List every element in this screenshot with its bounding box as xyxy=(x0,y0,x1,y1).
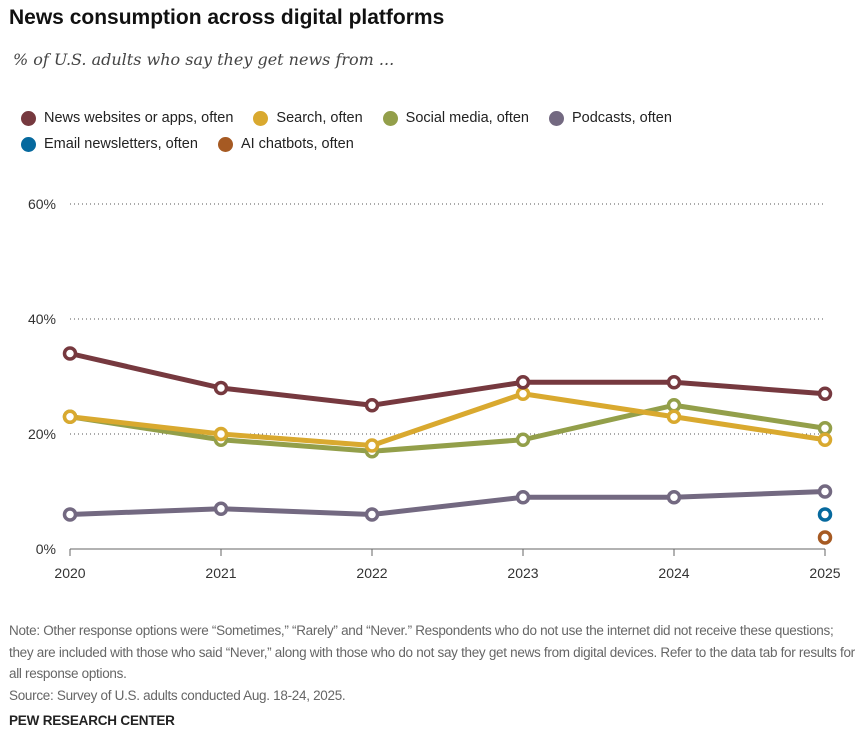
data-point xyxy=(817,484,833,499)
legend-row: Email newsletters, often AI chatbots, of… xyxy=(21,131,861,157)
line-chart: 0% 20% 40% 60% 2020 2021 2022 2023 2024 2025 xyxy=(28,196,841,581)
series-lines xyxy=(67,351,828,517)
data-point xyxy=(213,380,229,396)
brand-logo-text: PEW RESEARCH CENTER xyxy=(9,713,175,728)
data-point xyxy=(62,409,78,424)
legend-swatch-icon xyxy=(253,110,269,126)
data-point xyxy=(515,386,531,401)
y-tick-label: 60% xyxy=(28,196,56,212)
data-point xyxy=(213,426,229,442)
data-point xyxy=(817,530,833,545)
x-tick-label: 2022 xyxy=(356,565,387,581)
legend-row: News websites or apps, often Search, oft… xyxy=(21,105,861,131)
legend-swatch-icon xyxy=(21,110,36,126)
legend: News websites or apps, often Search, oft… xyxy=(21,105,861,157)
legend-item-search: Search, often xyxy=(253,110,363,126)
notes: Note: Other response options were “Somet… xyxy=(9,620,859,706)
y-tick-label: 40% xyxy=(28,311,56,327)
x-tick-label: 2021 xyxy=(205,565,236,581)
chart-subtitle: % of U.S. adults who say they get news f… xyxy=(13,50,395,69)
series-line-2 xyxy=(67,402,828,454)
note-text: Note: Other response options were “Somet… xyxy=(9,623,855,681)
y-tick-label: 0% xyxy=(36,541,56,557)
legend-swatch-icon xyxy=(217,136,233,152)
data-points xyxy=(62,346,833,545)
x-tick-label: 2025 xyxy=(809,565,840,581)
legend-swatch-icon xyxy=(548,110,564,126)
x-tick-label: 2020 xyxy=(54,565,85,581)
series-line-0 xyxy=(67,351,828,408)
data-point xyxy=(364,398,380,413)
data-point xyxy=(515,432,531,447)
series-line-3 xyxy=(67,489,828,517)
data-point xyxy=(62,346,78,361)
series-line-1 xyxy=(67,391,828,448)
data-point xyxy=(666,409,682,424)
x-axis: 2020 2021 2022 2023 2024 2025 xyxy=(54,548,841,581)
data-point xyxy=(666,398,682,413)
gridlines: 0% 20% 40% 60% xyxy=(28,196,825,557)
y-tick-label: 20% xyxy=(28,426,56,442)
source-text: Source: Survey of U.S. adults conducted … xyxy=(9,687,346,703)
chart-title: News consumption across digital platform… xyxy=(9,6,445,29)
data-point xyxy=(515,490,531,505)
x-tick-label: 2023 xyxy=(507,565,538,581)
legend-item-email-newsletters: Email newsletters, often xyxy=(21,136,198,152)
data-point xyxy=(817,386,833,401)
legend-item-ai-chatbots: AI chatbots, often xyxy=(217,136,354,152)
legend-label: Podcasts, often xyxy=(571,110,672,126)
legend-label: AI chatbots, often xyxy=(240,136,354,152)
data-point xyxy=(817,507,833,522)
legend-item-podcasts: Podcasts, often xyxy=(548,110,672,126)
data-point xyxy=(817,432,833,447)
legend-label: News websites or apps, often xyxy=(44,110,234,126)
legend-item-social-media: Social media, often xyxy=(382,110,529,126)
legend-label: Search, often xyxy=(276,110,363,126)
legend-swatch-icon xyxy=(21,136,36,152)
legend-swatch-icon xyxy=(382,110,398,126)
data-point xyxy=(817,421,833,436)
data-point xyxy=(62,507,78,522)
legend-item-news-websites: News websites or apps, often xyxy=(21,110,233,126)
data-point xyxy=(515,375,531,390)
legend-label: Social media, often xyxy=(405,110,529,126)
x-tick-label: 2024 xyxy=(658,565,689,581)
data-point xyxy=(213,501,229,516)
legend-label: Email newsletters, often xyxy=(44,136,198,152)
data-point xyxy=(666,375,682,390)
data-point xyxy=(364,507,380,522)
data-point xyxy=(666,490,682,505)
data-point xyxy=(364,438,380,453)
